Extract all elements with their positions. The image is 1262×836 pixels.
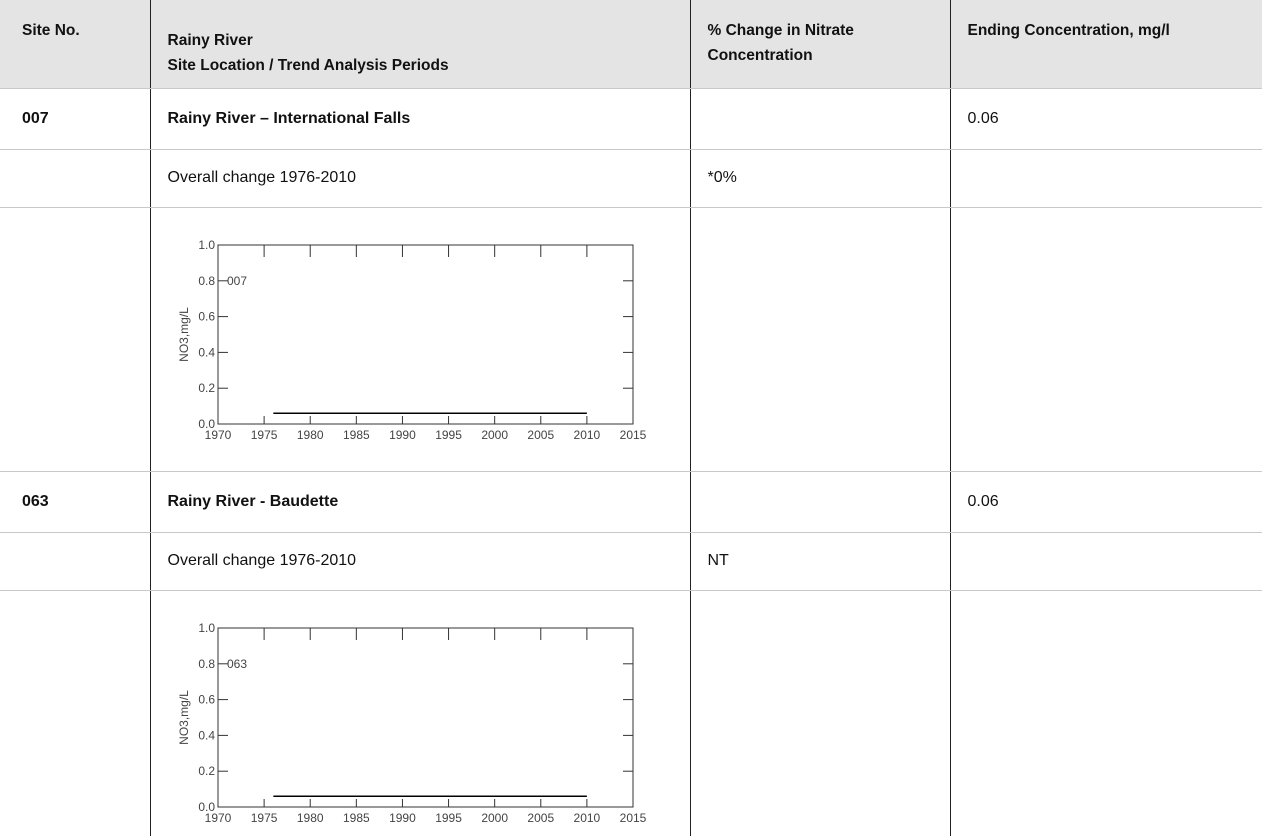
- site-location: Rainy River - Baudette: [149, 471, 690, 533]
- chart-cell: 0.0 0.2 0.4 0.6 0.8 1.0 1970 1975 1980 1985 1990 19…: [149, 590, 690, 836]
- chart: 0.0 0.2 0.4 0.6 0.8 1.0 1970 1975 1980 1985 1990 19…: [177, 621, 647, 825]
- site-row: 007 Rainy River – International Falls 0.…: [0, 88, 1262, 150]
- x-tick-label: 2015: [619, 428, 646, 442]
- period: Overall change 1976-2010: [149, 532, 690, 591]
- y-tick-label: 0.4: [198, 345, 215, 359]
- y-tick-label: 0.2: [198, 764, 215, 778]
- header-row: Site No. Rainy River Site Location / Tren…: [0, 0, 1262, 89]
- site-annotation: 063: [227, 656, 247, 670]
- x-tick-label: 2015: [619, 811, 646, 825]
- x-tick-label: 1970: [204, 811, 231, 825]
- ending-concentration: 0.06: [949, 88, 1262, 150]
- x-tick-label: 1970: [204, 428, 231, 442]
- cell: [689, 88, 950, 150]
- cell: [949, 207, 1262, 472]
- x-tick-label: 1980: [296, 428, 323, 442]
- chart: 0.0 0.2 0.4 0.6 0.8 1.0 1970 1975 1980 1985 1990 19…: [177, 238, 647, 442]
- y-tick-label: 0.4: [198, 728, 215, 742]
- x-tick-label: 1980: [296, 811, 323, 825]
- chart-row: 0.0 0.2 0.4 0.6 0.8 1.0 1970 1975 1980 1985 1990 19…: [0, 590, 1262, 836]
- header-cell: % Change in Nitrate Concentration: [689, 0, 950, 89]
- x-tick-label: 2000: [481, 428, 508, 442]
- period-row: Overall change 1976-2010 NT: [0, 532, 1262, 591]
- y-tick-label: 1.0: [198, 621, 215, 635]
- site-row: 063 Rainy River - Baudette 0.06: [0, 471, 1262, 533]
- cell: [689, 207, 950, 472]
- period-row: Overall change 1976-2010 *0%: [0, 149, 1262, 208]
- header-line: Rainy River: [167, 32, 253, 49]
- cell: [689, 590, 950, 836]
- cell: [949, 532, 1262, 591]
- cell: [0, 207, 150, 472]
- y-tick-label: 0.6: [198, 692, 215, 706]
- y-tick-label: 0.0: [198, 417, 215, 431]
- chart-cell: 0.0 0.2 0.4 0.6 0.8 1.0 1970 1975 1980 1985 1990 19…: [149, 207, 690, 472]
- site-location: Rainy River – International Falls: [149, 88, 690, 150]
- header-cell: Ending Concentration, mg/l: [949, 0, 1262, 89]
- period: Overall change 1976-2010: [149, 149, 690, 208]
- y-tick-label: 1.0: [198, 238, 215, 252]
- x-tick-label: 1990: [389, 428, 416, 442]
- y-tick-label: 0.6: [198, 309, 215, 323]
- x-tick-label: 2000: [481, 811, 508, 825]
- x-tick-label: 1985: [342, 811, 369, 825]
- plot-frame: [217, 627, 633, 807]
- x-tick-label: 2005: [527, 428, 554, 442]
- x-tick-label: 1985: [342, 428, 369, 442]
- percent-change: NT: [689, 532, 950, 591]
- cell: [949, 149, 1262, 208]
- chart-row: 0.0 0.2 0.4 0.6 0.8 1.0 1970 1975 1980 1985 1990 19…: [0, 207, 1262, 472]
- cell: [0, 532, 150, 591]
- x-tick-label: 1995: [435, 811, 462, 825]
- x-tick-label: 2010: [573, 428, 600, 442]
- y-tick-label: 0.8: [198, 656, 215, 670]
- cell: [949, 590, 1262, 836]
- site-no: 063: [0, 471, 150, 533]
- ending-concentration: 0.06: [949, 471, 1262, 533]
- header-cell: Site No.: [0, 0, 150, 89]
- cell: [0, 590, 150, 836]
- site-annotation: 007: [227, 273, 247, 287]
- x-tick-label: 2005: [527, 811, 554, 825]
- x-tick-label: 1990: [389, 811, 416, 825]
- x-tick-label: 2010: [573, 811, 600, 825]
- x-tick-label: 1975: [250, 428, 277, 442]
- y-tick-label: 0.0: [198, 800, 215, 814]
- x-tick-label: 1995: [435, 428, 462, 442]
- y-axis-label: NO3,mg/L: [177, 689, 191, 744]
- x-tick-label: 1975: [250, 811, 277, 825]
- percent-change: *0%: [689, 149, 950, 208]
- y-tick-label: 0.8: [198, 273, 215, 287]
- cell: [689, 471, 950, 533]
- header-cell: Rainy River Site Location / Trend Analysi…: [149, 0, 690, 89]
- y-axis-label: NO3,mg/L: [177, 306, 191, 361]
- cell: [0, 149, 150, 208]
- plot-frame: [217, 244, 633, 424]
- header-line: Site Location / Trend Analysis Periods: [167, 57, 449, 74]
- site-no: 007: [0, 88, 150, 150]
- y-tick-label: 0.2: [198, 381, 215, 395]
